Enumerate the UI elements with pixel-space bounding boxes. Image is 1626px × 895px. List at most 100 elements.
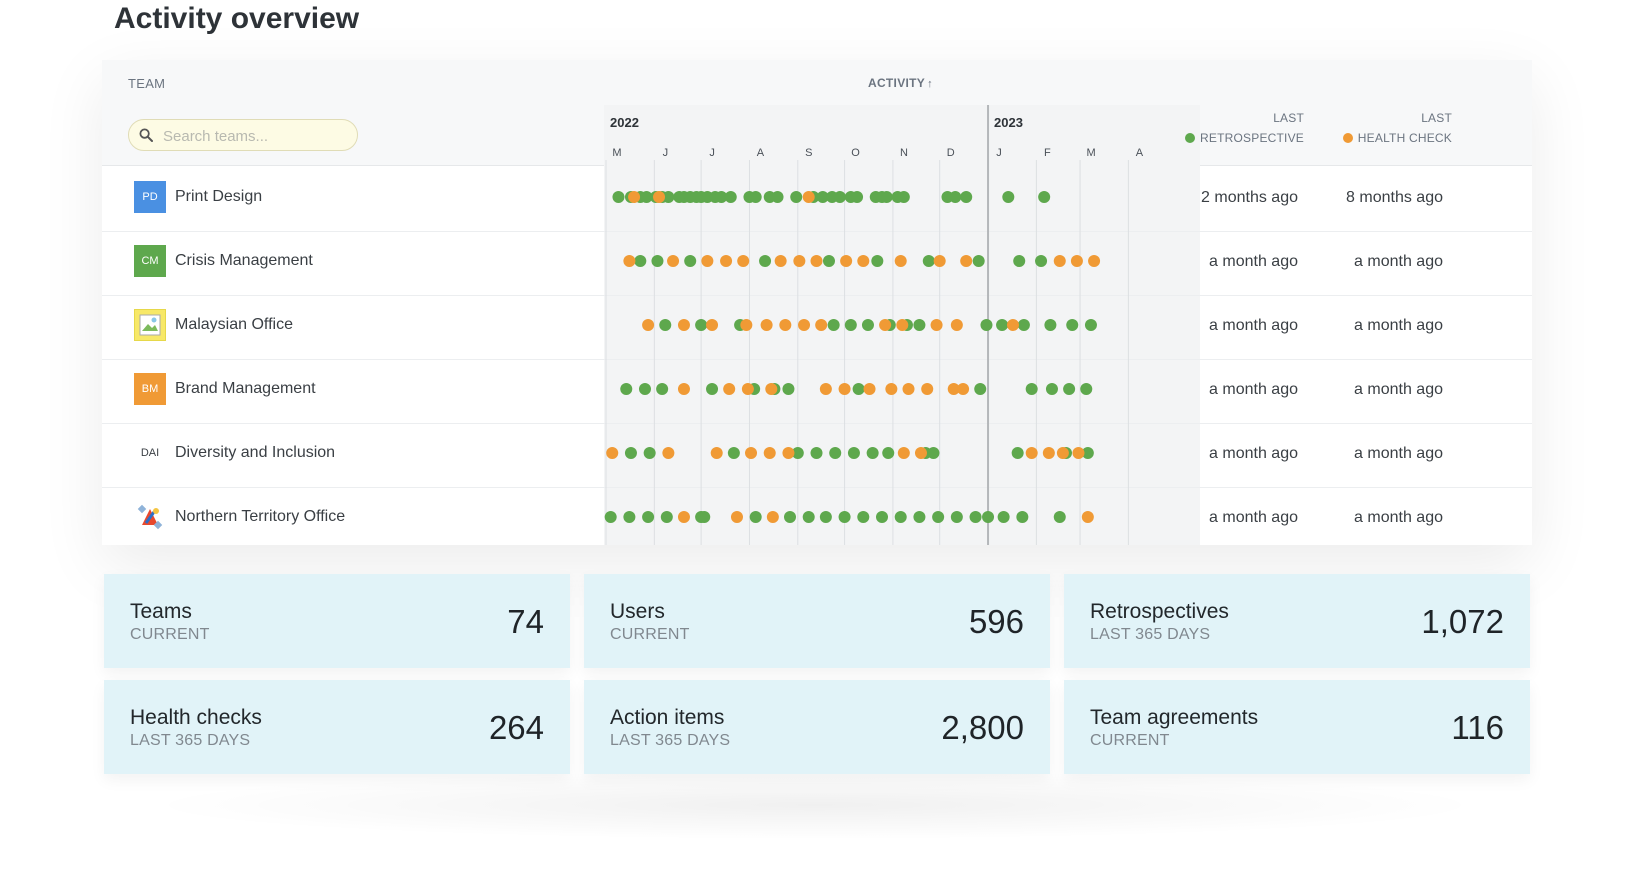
activity-column-header[interactable]: ACTIVITY ↑	[868, 76, 933, 90]
search-icon	[139, 128, 153, 142]
retrospective-dot	[1025, 383, 1038, 395]
stat-period: LAST 365 DAYS	[1090, 626, 1211, 643]
activity-header-label: ACTIVITY	[868, 76, 926, 90]
table-row[interactable]: DAI Diversity and Inclusion a month ago a m…	[102, 421, 1532, 488]
stat-period: CURRENT	[610, 626, 690, 643]
health-check-dot	[653, 191, 666, 203]
health-check-dot	[730, 511, 743, 523]
retrospective-dot	[871, 255, 884, 267]
retrospective-dot	[894, 511, 907, 523]
table-row[interactable]: PD Print Design 2 months ago 8 months ago	[102, 165, 1532, 232]
retrospective-dot	[844, 319, 857, 331]
health-check-dot	[677, 511, 690, 523]
stat-label: Users	[610, 600, 665, 623]
stat-card-health-checks[interactable]: Health checks LAST 365 DAYS 264	[104, 680, 570, 774]
retrospective-dot	[642, 511, 655, 523]
health-check-dot	[930, 319, 943, 331]
last-retrospective-header[interactable]: LAST RETROSPECTIVE	[1172, 108, 1304, 148]
retrospective-dot	[620, 383, 633, 395]
month-tick-label: D	[947, 147, 955, 159]
retrospective-dot	[838, 511, 851, 523]
stat-card-team-agreements[interactable]: Team agreements CURRENT 116	[1064, 680, 1530, 774]
team-name[interactable]: Print Design	[175, 188, 263, 205]
month-tick-label: J	[996, 147, 1002, 159]
retrospective-dot	[882, 447, 895, 459]
retrospective-dot	[727, 447, 740, 459]
health-check-dot	[662, 447, 675, 459]
stat-value: 116	[1451, 709, 1504, 746]
retrospective-dot	[634, 255, 647, 267]
health-check-dot	[798, 319, 811, 331]
month-tick-label: N	[900, 147, 908, 159]
stat-period: CURRENT	[130, 626, 210, 643]
search-box[interactable]	[128, 119, 358, 152]
retrospective-dot	[847, 447, 860, 459]
retrospective-dot	[1066, 319, 1079, 331]
retrospective-dot	[623, 511, 636, 523]
health-check-dot	[710, 447, 723, 459]
search-input[interactable]	[161, 120, 355, 152]
retrospective-dot	[1035, 255, 1048, 267]
month-tick-label: O	[851, 147, 860, 159]
retrospective-dot	[659, 319, 672, 331]
retrospective-dot	[715, 191, 728, 203]
stat-label: Team agreements	[1090, 706, 1259, 729]
retrospective-dot	[643, 447, 656, 459]
health-check-dot	[763, 447, 776, 459]
retrospective-dot	[695, 319, 708, 331]
retrospective-dot	[852, 383, 865, 395]
retrospective-dot	[662, 191, 675, 203]
retrospective-dot	[1053, 511, 1066, 523]
stat-card-retrospectives[interactable]: Retrospectives LAST 365 DAYS 1,072	[1064, 574, 1530, 668]
retrospective-dot	[782, 383, 795, 395]
last-health-check-cell: a month ago	[1354, 317, 1443, 334]
retrospective-dot	[922, 255, 935, 267]
retrospective-dot	[684, 255, 697, 267]
retrospective-dot	[749, 191, 762, 203]
retrospective-dot	[1013, 255, 1026, 267]
stat-period: CURRENT	[1090, 732, 1170, 749]
month-tick-label: J	[663, 147, 669, 159]
retrospective-dot	[857, 511, 870, 523]
health-check-dot	[1072, 447, 1085, 459]
retrospective-dot	[932, 511, 945, 523]
health-check-dot	[737, 255, 750, 267]
stat-card-action-items[interactable]: Action items LAST 365 DAYS 2,800	[584, 680, 1050, 774]
retrospective-dot	[640, 191, 653, 203]
retrospective-dot	[791, 447, 804, 459]
stat-value: 264	[488, 709, 544, 746]
last-health-check-header[interactable]: LAST HEALTH CHECK	[1322, 108, 1452, 148]
retrospective-dot	[1044, 319, 1057, 331]
team-name[interactable]: Diversity and Inclusion	[175, 444, 336, 461]
stat-period: LAST 365 DAYS	[610, 732, 731, 749]
health-check-dot	[1042, 447, 1055, 459]
retrospective-dot	[861, 319, 874, 331]
health-check-dot	[606, 447, 619, 459]
retrospective-dot	[880, 191, 893, 203]
health-check-dot	[1081, 511, 1094, 523]
retrospective-dot	[897, 191, 910, 203]
table-row[interactable]: Northern Territory Office a month ago a mo…	[102, 485, 1532, 545]
stat-card-teams[interactable]: Teams CURRENT 74	[104, 574, 570, 668]
team-column-header[interactable]: TEAM	[128, 76, 166, 91]
table-row[interactable]: CM Crisis Management a month ago a month ag…	[102, 229, 1532, 296]
retrospective-dot	[1084, 319, 1097, 331]
health-check-dot	[667, 255, 680, 267]
table-row[interactable]: BM Brand Management a month ago a month ago	[102, 357, 1532, 424]
health-check-dot	[1070, 255, 1083, 267]
retrospective-dot	[1081, 447, 1094, 459]
team-name[interactable]: Northern Territory Office	[175, 508, 346, 525]
retrospective-dot	[604, 511, 617, 523]
health-check-dot	[914, 447, 927, 459]
health-check-dot	[720, 255, 733, 267]
month-tick-label: S	[805, 147, 812, 159]
team-name[interactable]: Malaysian Office	[175, 316, 293, 333]
stat-card-users[interactable]: Users CURRENT 596	[584, 574, 1050, 668]
health-check-dot	[857, 255, 870, 267]
table-row[interactable]: Malaysian Office a month ago a month ago	[102, 293, 1532, 360]
last-health-check-cell: a month ago	[1354, 381, 1443, 398]
team-name[interactable]: Brand Management	[175, 380, 316, 397]
team-name[interactable]: Crisis Management	[175, 252, 313, 269]
health-check-dot	[793, 255, 806, 267]
year-label: 2023	[994, 115, 1023, 130]
